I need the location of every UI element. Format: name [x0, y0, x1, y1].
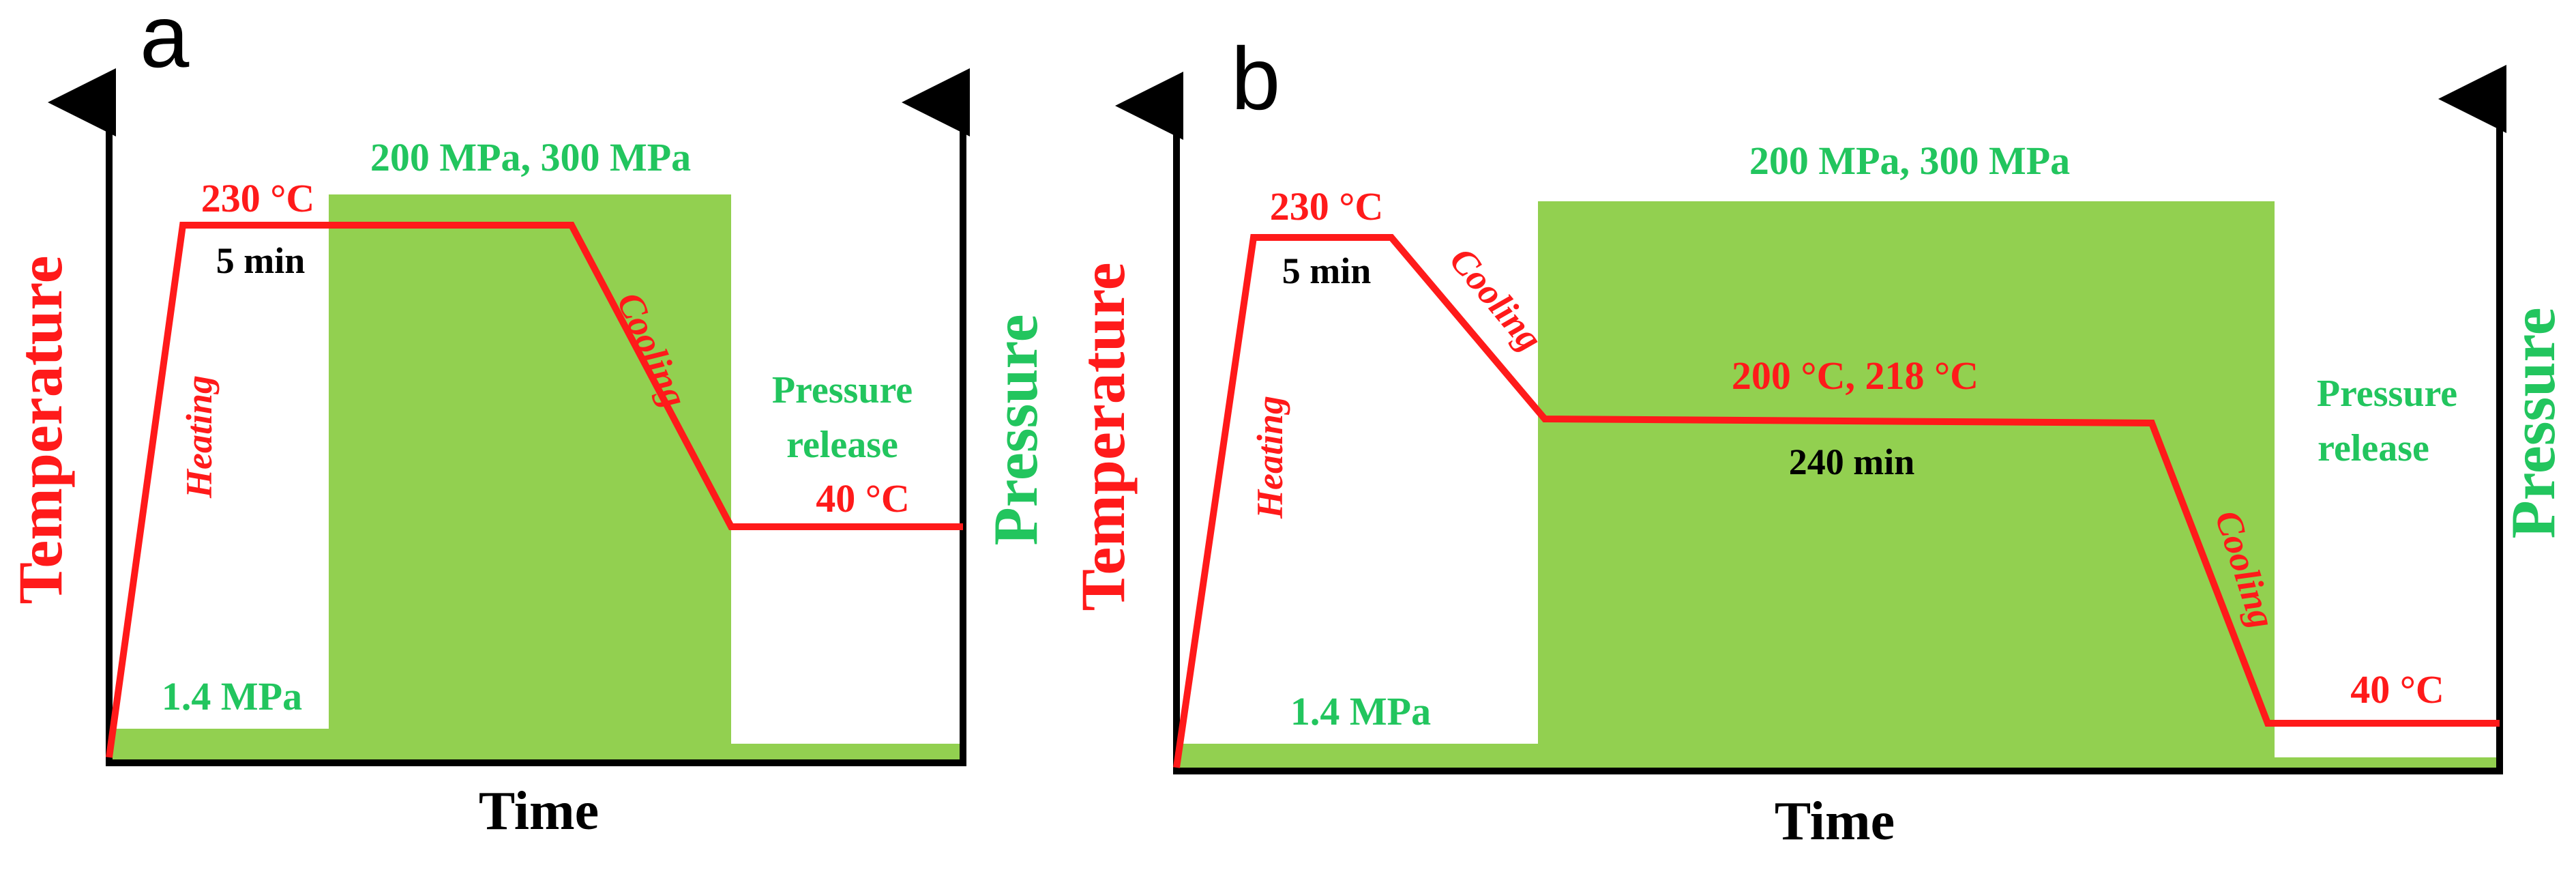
panel-a-y-axis-left-label: Temperature [5, 255, 75, 604]
panel-a-high-pressure-label: 200 MPa, 300 MPa [370, 135, 691, 179]
panel-b-pressure-release-label-1: Pressure [2317, 373, 2457, 415]
panel-a-x-axis-label: Time [479, 781, 599, 841]
panel-a-pressure-release-label-2: release [786, 424, 898, 466]
panel-a-temperature-curve [106, 222, 963, 758]
panel-b-low-pressure-label: 1.4 MPa [1290, 689, 1431, 733]
panel-b-mid-hold-label: 240 min [1789, 441, 1915, 482]
panel-a-heating-label: Heating [179, 375, 220, 499]
panel-b-pressure-release-label-2: release [2318, 427, 2429, 469]
panel-b-letter: b [1231, 29, 1280, 128]
panel-b-mid-temp-label: 200 °C, 218 °C [1732, 353, 1979, 398]
panel-b-temperature-curve [1173, 234, 2500, 768]
panel-a-low-pressure-fill [109, 729, 334, 763]
panel-b-low-pressure-fill [1176, 744, 1541, 771]
panel-b-high-pressure-label: 200 MPa, 300 MPa [1749, 139, 2070, 183]
panel-b-hold-time-label: 5 min [1282, 250, 1372, 291]
panel-b-y-axis-left-label: Temperature [1068, 262, 1138, 611]
panel-b-y-axis-right-label: Pressure [2498, 308, 2568, 539]
panel-a-y-axis-right-label: Pressure [981, 315, 1050, 546]
panel-b-x-axis-label: Time [1775, 791, 1895, 852]
panel-a: a Temperature Pressure Time 200 MPa, 300… [5, 0, 1050, 841]
panel-b-heating-label: Heating [1249, 396, 1290, 519]
panel-a-hold-time-label: 5 min [216, 240, 306, 281]
panel-a-peak-temp-label: 230 °C [201, 176, 315, 220]
panel-a-low-pressure-label: 1.4 MPa [162, 674, 302, 718]
panel-a-high-pressure-fill [329, 194, 731, 763]
panel-a-pressure-release-label-1: Pressure [772, 369, 913, 411]
panel-b-cooling-label-1: Cooling [1442, 239, 1551, 358]
panel-b-high-pressure-fill [1538, 201, 2275, 771]
panel-a-final-temp-label: 40 °C [816, 476, 910, 521]
panel-b: b Temperature Pressure Time 200 MPa, 300… [1068, 29, 2568, 852]
panel-b-peak-temp-label: 230 °C [1270, 184, 1384, 229]
panel-b-final-temp-label: 40 °C [2350, 667, 2444, 712]
panel-a-letter: a [140, 0, 190, 86]
